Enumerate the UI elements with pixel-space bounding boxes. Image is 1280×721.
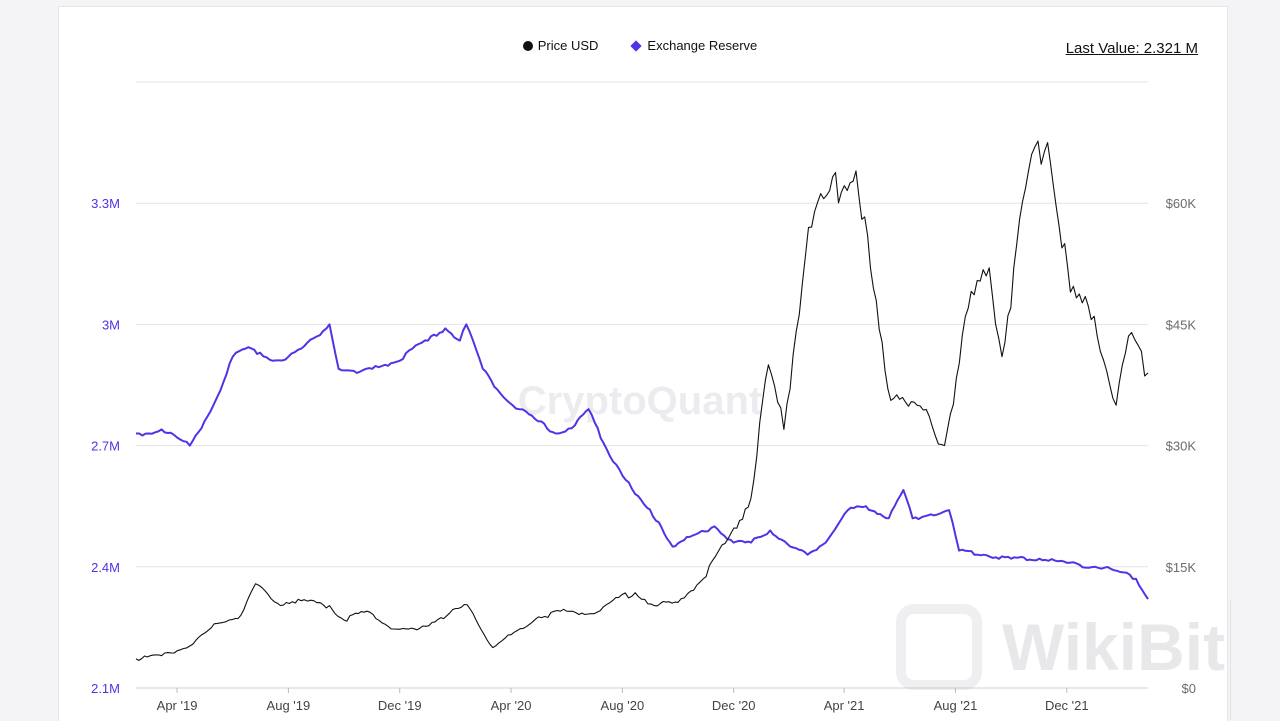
left-tick-label: 2.4M (91, 560, 120, 575)
left-tick-label: 3.3M (91, 196, 120, 211)
left-tick-label: 3M (102, 317, 120, 332)
right-tick-label: $30K (1166, 439, 1197, 454)
legend: Price USD Exchange Reserve (0, 38, 1280, 53)
x-tick-label: Dec '19 (378, 698, 422, 713)
left-tick-label: 2.7M (91, 439, 120, 454)
exchange-reserve-line (136, 323, 1149, 600)
right-tick-label: $15K (1166, 560, 1197, 575)
legend-reserve-label: Exchange Reserve (647, 38, 758, 53)
wikibit-logo-icon (896, 604, 982, 690)
left-axis-ticks: 2.1M 2.4M 2.7M 3M 3.3M (91, 196, 120, 696)
x-axis-ticks: Apr '19 Aug '19 Dec '19 Apr '20 Aug '20 Dec '… (157, 688, 1089, 713)
wikibit-watermark-text: WikiBit (1002, 610, 1226, 684)
legend-price[interactable]: Price USD (522, 38, 599, 53)
wikibit-watermark: WikiBit (896, 604, 1225, 690)
x-tick-label: Dec '20 (712, 698, 756, 713)
x-tick-label: Aug '19 (267, 698, 311, 713)
left-tick-label: 2.1M (91, 681, 120, 696)
price-dot-icon (522, 40, 533, 51)
x-tick-label: Apr '20 (491, 698, 532, 713)
x-tick-label: Aug '20 (601, 698, 645, 713)
x-tick-label: Dec '21 (1045, 698, 1089, 713)
x-tick-label: Aug '21 (934, 698, 978, 713)
legend-price-label: Price USD (537, 38, 599, 53)
price-usd-line (135, 140, 1149, 661)
x-tick-label: Apr '19 (157, 698, 198, 713)
right-tick-label: $0 (1182, 681, 1196, 696)
series-lines (135, 140, 1149, 661)
right-tick-label: $45K (1166, 317, 1197, 332)
last-value[interactable]: Last Value: 2.321 M (1065, 40, 1198, 57)
chart-card (58, 6, 1228, 721)
right-tick-label: $60K (1166, 196, 1197, 211)
legend-reserve[interactable]: Exchange Reserve (630, 38, 758, 53)
x-tick-label: Apr '21 (824, 698, 865, 713)
reserve-diamond-icon (630, 39, 643, 52)
grid-lines (136, 81, 1148, 689)
divider (1230, 600, 1231, 720)
right-axis-ticks: $0 $15K $30K $45K $60K (1166, 196, 1197, 696)
cryptoquant-watermark: CryptoQuant (518, 379, 762, 423)
